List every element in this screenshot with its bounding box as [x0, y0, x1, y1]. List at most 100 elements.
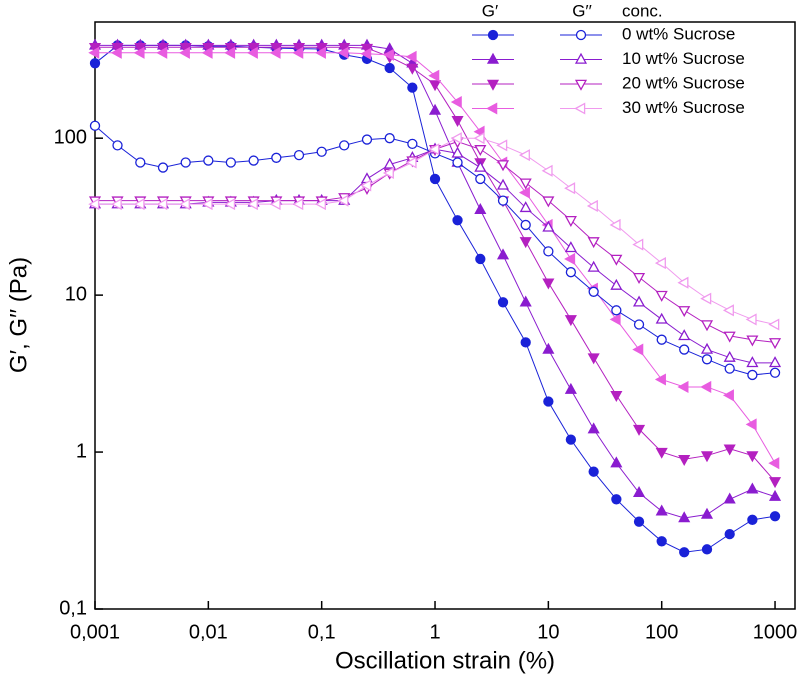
marker [383, 157, 396, 169]
marker [110, 198, 122, 211]
marker [133, 198, 145, 211]
marker [745, 418, 757, 431]
marker [474, 145, 487, 157]
marker [450, 95, 462, 109]
marker [519, 295, 532, 307]
marker [451, 146, 464, 158]
marker [316, 146, 327, 157]
marker [610, 391, 623, 403]
marker [225, 157, 237, 168]
marker [292, 198, 304, 211]
marker [746, 451, 759, 463]
marker [724, 363, 735, 374]
marker [519, 201, 532, 213]
y-tick-label: 0,1 [59, 597, 87, 619]
marker [655, 447, 668, 459]
marker [769, 511, 781, 522]
marker [156, 46, 168, 59]
marker [610, 254, 623, 266]
marker [382, 48, 394, 61]
series-line [94, 44, 776, 553]
marker [292, 46, 304, 59]
x-tick-label: 100 [645, 621, 678, 643]
marker [89, 120, 101, 131]
marker [700, 451, 714, 463]
marker [89, 58, 101, 69]
marker [133, 46, 145, 59]
legend-marker [487, 29, 499, 41]
marker [633, 319, 645, 330]
marker [543, 396, 554, 407]
marker [564, 241, 577, 253]
marker [474, 160, 487, 172]
marker [428, 80, 442, 92]
marker [360, 47, 372, 60]
marker [655, 312, 668, 324]
marker [406, 63, 419, 75]
marker [768, 477, 782, 489]
marker [745, 313, 757, 326]
marker [610, 456, 623, 468]
marker [224, 198, 236, 211]
marker [609, 313, 621, 326]
marker [679, 344, 690, 355]
marker [632, 238, 644, 251]
marker [700, 380, 712, 393]
series [88, 132, 780, 331]
y-tick-label: 10 [65, 283, 87, 305]
marker [768, 356, 782, 368]
marker [677, 276, 689, 289]
marker [520, 219, 531, 231]
marker [564, 252, 576, 266]
marker [361, 134, 373, 145]
marker [632, 295, 646, 307]
marker [654, 257, 666, 270]
marker [339, 140, 350, 151]
marker [248, 155, 259, 166]
marker [587, 237, 600, 249]
marker [768, 318, 780, 331]
marker [541, 164, 553, 177]
marker [700, 507, 714, 519]
series-line [95, 141, 776, 343]
marker [746, 482, 759, 494]
marker [678, 306, 691, 318]
marker [475, 253, 486, 265]
legend-column: G′ [482, 1, 498, 20]
marker [405, 156, 417, 169]
marker [203, 155, 214, 166]
marker [565, 267, 577, 278]
plot-frame [94, 21, 796, 610]
marker [588, 286, 599, 297]
marker [611, 305, 622, 316]
x-axis-title: Oscillation strain (%) [335, 647, 555, 674]
marker [384, 62, 395, 74]
marker [564, 182, 576, 195]
marker [314, 198, 326, 211]
marker [656, 334, 667, 345]
marker [269, 198, 281, 211]
marker [407, 82, 418, 93]
marker [519, 178, 532, 190]
marker [496, 178, 510, 190]
marker [180, 157, 191, 168]
legend-marker [574, 102, 586, 115]
marker [157, 162, 169, 173]
marker [110, 46, 122, 59]
marker [496, 160, 510, 172]
marker [564, 215, 577, 227]
marker [700, 342, 714, 354]
marker [542, 342, 555, 354]
marker [722, 389, 734, 402]
marker [360, 179, 372, 192]
legend-marker [486, 52, 500, 64]
marker [428, 143, 440, 156]
marker [768, 457, 780, 470]
marker [609, 218, 621, 232]
marker [224, 46, 236, 59]
legend-marker [575, 29, 587, 41]
y-tick-label: 100 [54, 126, 87, 148]
marker [654, 373, 666, 386]
